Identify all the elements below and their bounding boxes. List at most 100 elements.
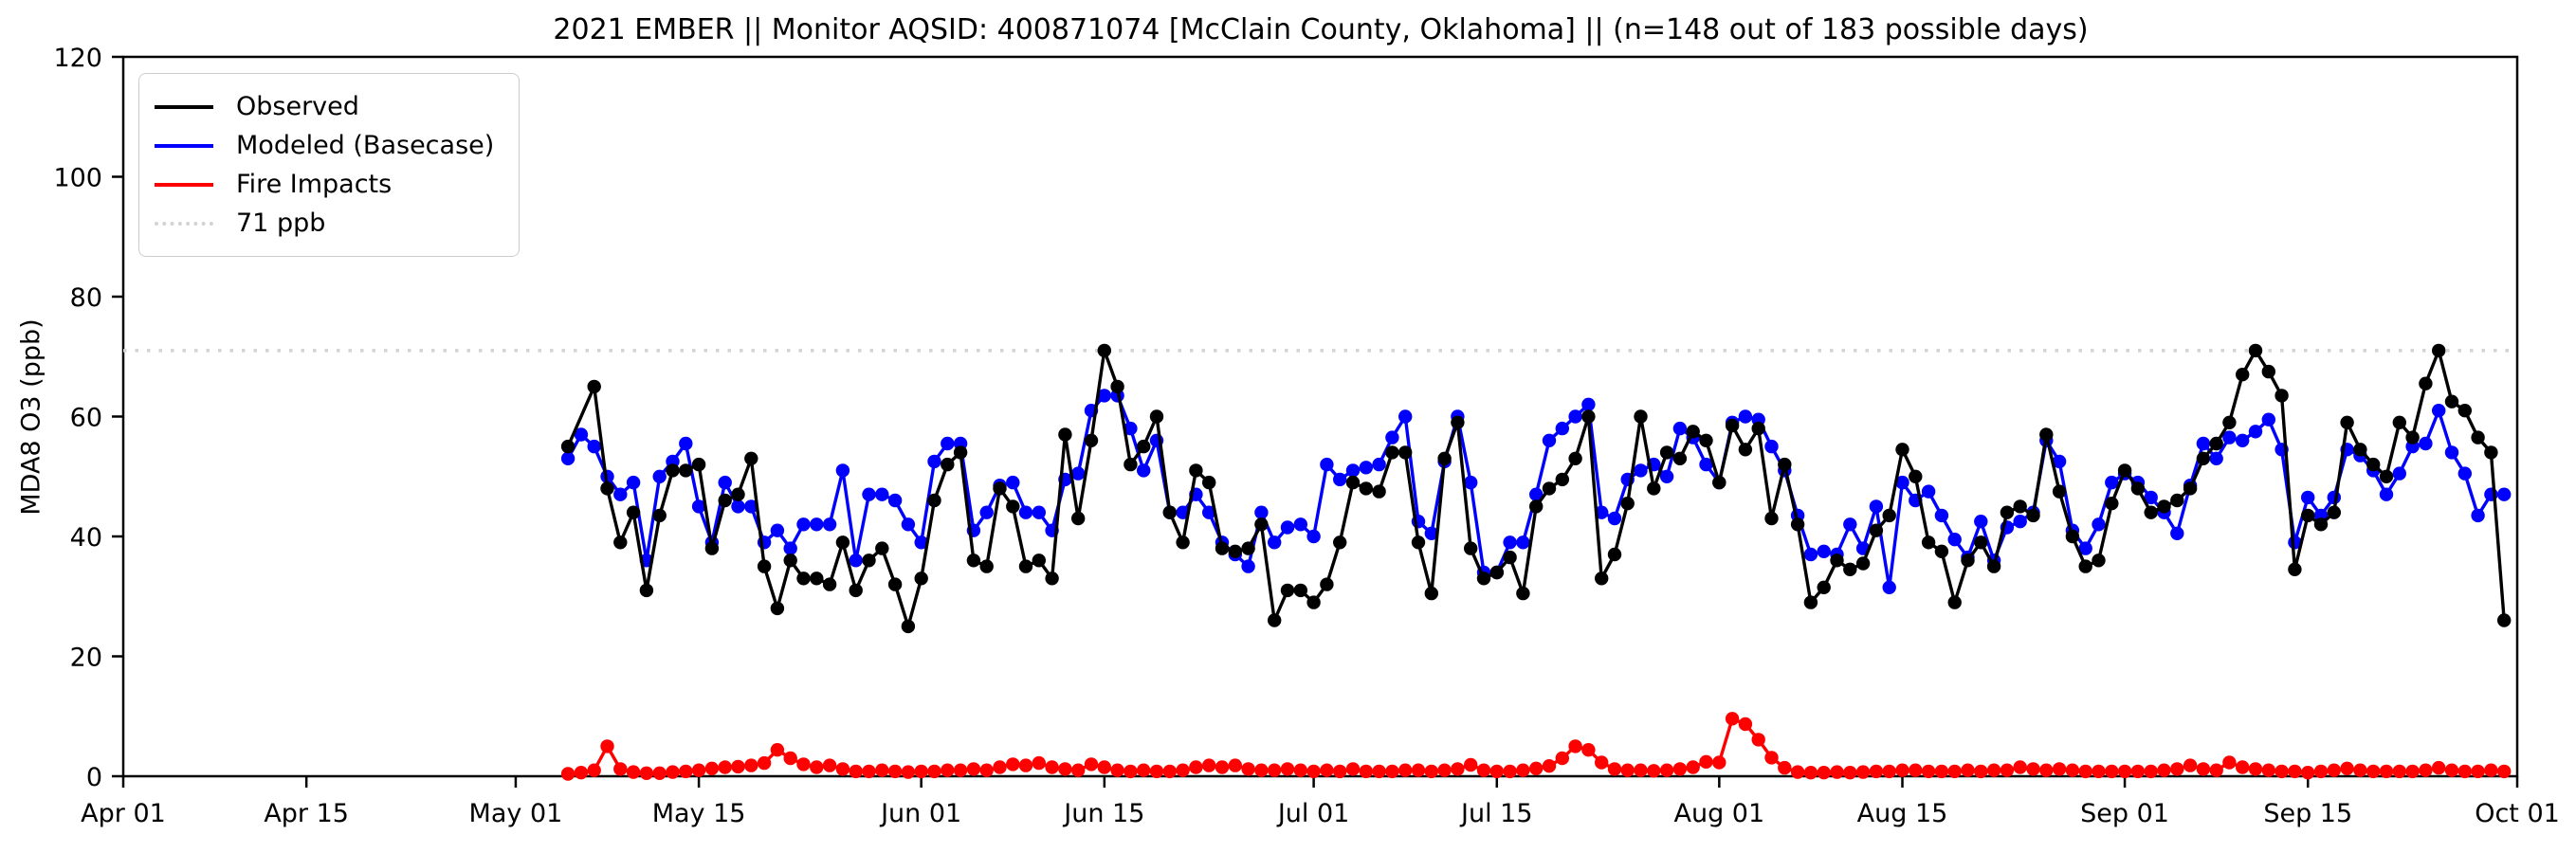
fire-impacts-line-marker [966,762,981,776]
modeled-line-marker [1254,505,1269,519]
observed-line-marker [2222,415,2237,429]
fire-impacts-line-marker [691,763,706,777]
fire-impacts-line-marker [1961,763,1975,777]
observed-line-marker [1006,499,1020,514]
observed-line-marker [2366,457,2381,472]
modeled-line-marker [1280,520,1295,535]
fire-impacts-line-marker [796,757,811,771]
fire-impacts-line-marker [1659,763,1674,777]
fire-impacts-line-marker [1568,739,1582,753]
observed-line-marker [2144,505,2158,519]
observed-line-marker [1464,541,1478,555]
observed-line-marker [2105,497,2119,511]
observed-line-marker [691,457,706,472]
legend-label: Modeled (Basecase) [236,131,495,160]
observed-line-marker [822,577,837,591]
fire-impacts-line-marker [1124,764,1138,779]
modeled-line-marker [2392,466,2406,481]
modeled-line-marker [796,517,811,532]
fire-impacts-line-marker [1672,762,1688,776]
fire-impacts-line-marker [1018,758,1033,772]
observed-line-marker [1764,511,1779,526]
observed-line-marker [1058,427,1072,442]
modeled-line-marker [2419,436,2433,451]
observed-line-marker [2313,517,2329,532]
modeled-line-marker [1974,515,1988,529]
fire-impacts-line-marker [1071,763,1086,777]
fire-impacts-line-marker [1058,762,1072,776]
fire-impacts-line-marker [2405,764,2420,779]
observed-line-marker [2117,463,2132,478]
observed-line-marker [2497,613,2512,627]
modeled-line-marker [1738,409,1753,424]
x-tick-label: Jul 01 [1276,799,1350,828]
fire-impacts-line-marker [2353,763,2367,777]
modeled-line-marker [1006,475,1020,490]
fire-impacts-line-marker [1097,760,1112,774]
fire-impacts-line-marker [1817,766,1831,780]
observed-line-marker [1909,469,1923,483]
fire-impacts-line-marker [1345,762,1361,776]
chart-title: 2021 EMBER || Monitor AQSID: 400871074 [… [553,13,2089,46]
observed-line-marker [2327,505,2341,519]
fire-impacts-line-marker [979,763,994,777]
modeled-line-marker [2209,451,2223,465]
observed-line-marker [887,577,903,591]
observed-line-marker [613,535,628,550]
fire-impacts-line-marker [1411,763,1426,777]
observed-line-marker [1934,544,1949,558]
modeled-line-marker [1921,484,1936,499]
modeled-line-marker [810,517,824,532]
observed-line-marker [1333,535,1347,550]
observed-line-marker [2471,430,2485,445]
x-tick-label: Aug 01 [1673,799,1764,828]
modeled-line-marker [1032,505,1047,519]
observed-line-marker [1738,443,1753,457]
fire-impacts-line-marker [2183,758,2198,772]
x-tick-label: Apr 15 [264,799,349,828]
observed-line-marker [1162,505,1178,519]
observed-line-marker [652,508,667,523]
fire-impacts-line-marker [2236,760,2250,774]
fire-impacts-line-marker [1738,717,1753,732]
modeled-line-marker [2105,475,2119,490]
modeled-line-marker [1137,463,1151,478]
modeled-line-marker [1372,457,1386,472]
modeled-line-marker [1320,457,1334,472]
fire-impacts-line-marker [1581,743,1596,757]
fire-impacts-line-marker [849,764,863,779]
observed-line-marker [1555,472,1570,487]
fire-impacts-line-marker [914,764,928,779]
observed-line-marker [2236,368,2250,382]
y-tick-label: 20 [70,644,102,673]
observed-line-marker [2457,404,2472,418]
modeled-line-marker [2092,517,2106,532]
observed-line-marker [1176,535,1190,550]
observed-line-marker [1202,475,1216,490]
observed-line-marker [1215,541,1230,555]
fire-impacts-line-marker [835,762,850,776]
observed-line-marker [1803,595,1818,609]
fire-impacts-line-marker [1228,758,1243,772]
fire-impacts-line-marker [744,758,758,772]
fire-impacts-line-marker [1934,764,1949,779]
observed-line-marker [1607,547,1622,562]
observed-line-marker [901,619,916,634]
observed-line-marker [1634,409,1648,424]
observed-line-marker [2209,436,2223,451]
modeled-line-marker [835,463,850,478]
observed-line-marker [1293,583,1308,598]
fire-impacts-line-marker [1359,764,1374,779]
fire-impacts-line-marker [1542,759,1557,773]
observed-line-marker [1686,425,1700,439]
fire-impacts-line-marker [2432,760,2446,775]
modeled-line-marker [2444,445,2459,460]
modeled-line-marker [679,436,693,451]
modeled-line-marker [691,499,706,514]
fire-impacts-line-marker [2117,764,2132,779]
modeled-line-marker [2052,454,2067,469]
observed-line-marker [1568,451,1582,465]
fire-impacts-line-marker [2248,762,2263,776]
fire-impacts-line-marker [731,759,745,774]
fire-impacts-line-marker [2444,763,2459,777]
